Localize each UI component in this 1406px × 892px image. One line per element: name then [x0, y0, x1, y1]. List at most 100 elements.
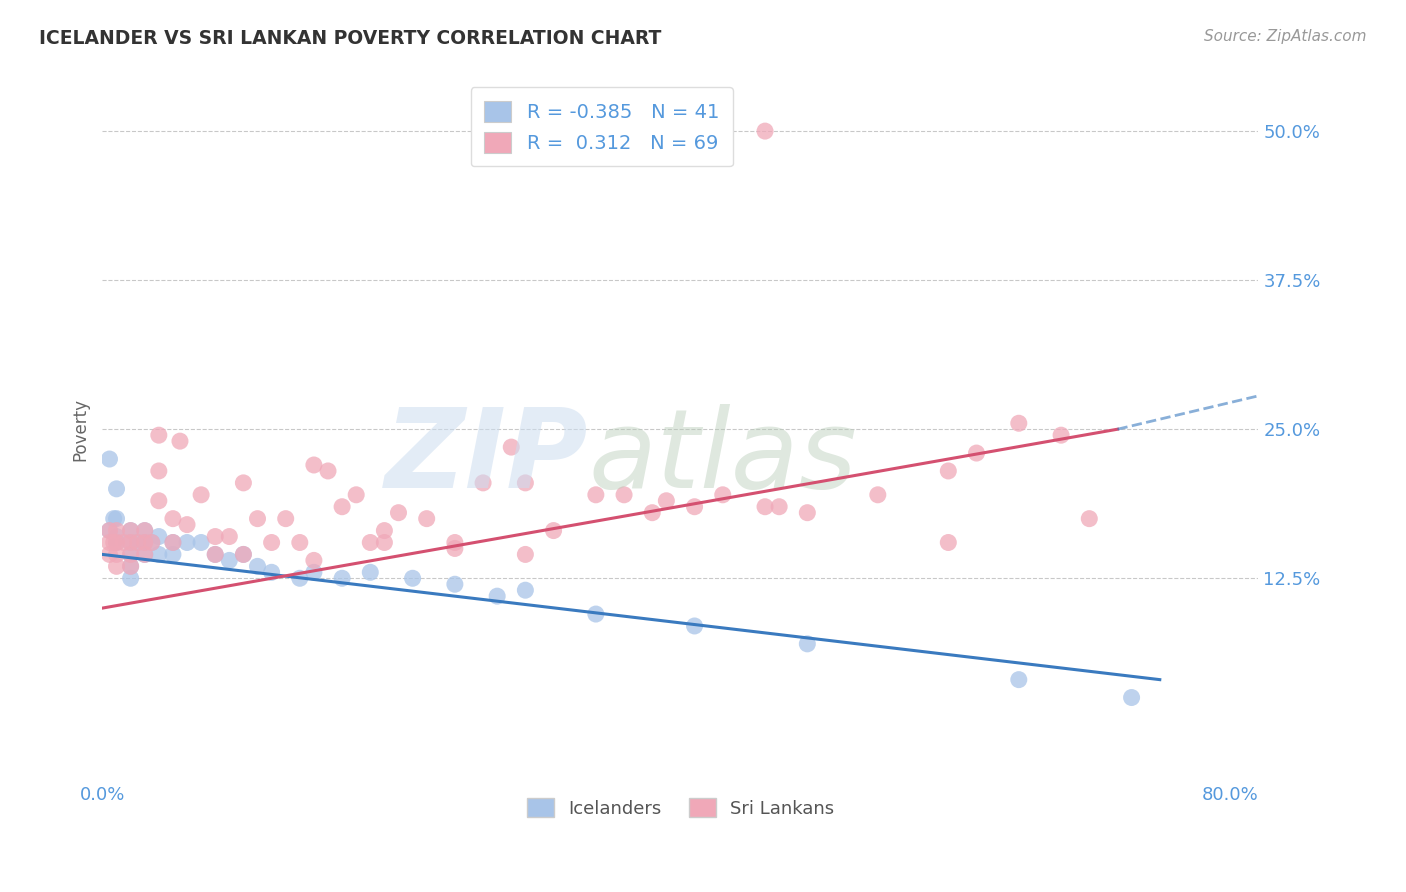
Point	[373, 524, 395, 538]
Point	[768, 500, 790, 514]
Point	[98, 535, 121, 549]
Point	[966, 446, 988, 460]
Point	[105, 530, 128, 544]
Point	[246, 511, 269, 525]
Point	[204, 548, 226, 562]
Point	[683, 619, 706, 633]
Point	[246, 559, 269, 574]
Point	[543, 524, 565, 538]
Point	[98, 548, 121, 562]
Point	[585, 607, 607, 621]
Point	[204, 530, 226, 544]
Point	[641, 506, 664, 520]
Point	[302, 566, 325, 580]
Point	[204, 548, 226, 562]
Point	[796, 637, 818, 651]
Point	[105, 559, 128, 574]
Point	[866, 488, 889, 502]
Point	[1121, 690, 1143, 705]
Point	[754, 500, 776, 514]
Point	[359, 566, 381, 580]
Text: atlas: atlas	[588, 404, 856, 511]
Point	[162, 511, 184, 525]
Point	[486, 589, 509, 603]
Point	[515, 475, 537, 490]
Point	[302, 553, 325, 567]
Legend: Icelanders, Sri Lankans: Icelanders, Sri Lankans	[519, 790, 841, 825]
Point	[105, 535, 128, 549]
Point	[134, 548, 156, 562]
Point	[1050, 428, 1073, 442]
Point	[120, 535, 142, 549]
Text: ZIP: ZIP	[384, 404, 588, 511]
Point	[134, 548, 156, 562]
Point	[260, 566, 283, 580]
Point	[105, 524, 128, 538]
Point	[330, 571, 353, 585]
Point	[316, 464, 339, 478]
Point	[105, 535, 128, 549]
Point	[288, 571, 311, 585]
Point	[754, 124, 776, 138]
Point	[103, 511, 125, 525]
Point	[127, 535, 149, 549]
Point	[148, 464, 170, 478]
Point	[936, 464, 959, 478]
Point	[103, 535, 125, 549]
Point	[134, 535, 156, 549]
Point	[218, 553, 240, 567]
Point	[274, 511, 297, 525]
Point	[218, 530, 240, 544]
Point	[134, 535, 156, 549]
Point	[190, 535, 212, 549]
Text: Source: ZipAtlas.com: Source: ZipAtlas.com	[1204, 29, 1367, 44]
Point	[1008, 673, 1031, 687]
Point	[515, 548, 537, 562]
Point	[387, 506, 409, 520]
Point	[148, 530, 170, 544]
Point	[232, 548, 254, 562]
Point	[127, 535, 149, 549]
Point	[98, 452, 121, 467]
Point	[148, 548, 170, 562]
Point	[120, 524, 142, 538]
Point	[120, 524, 142, 538]
Point	[112, 535, 135, 549]
Point	[134, 524, 156, 538]
Point	[98, 524, 121, 538]
Point	[711, 488, 734, 502]
Point	[444, 577, 467, 591]
Point	[120, 559, 142, 574]
Point	[302, 458, 325, 472]
Point	[444, 541, 467, 556]
Point	[330, 500, 353, 514]
Point	[232, 548, 254, 562]
Point	[190, 488, 212, 502]
Point	[148, 493, 170, 508]
Point	[105, 511, 128, 525]
Point	[1078, 511, 1101, 525]
Point	[683, 500, 706, 514]
Point	[515, 583, 537, 598]
Point	[401, 571, 423, 585]
Point	[141, 535, 163, 549]
Point	[176, 517, 198, 532]
Point	[176, 535, 198, 549]
Point	[98, 524, 121, 538]
Point	[162, 548, 184, 562]
Point	[120, 548, 142, 562]
Point	[120, 571, 142, 585]
Point	[444, 535, 467, 549]
Point	[655, 493, 678, 508]
Point	[359, 535, 381, 549]
Text: ICELANDER VS SRI LANKAN POVERTY CORRELATION CHART: ICELANDER VS SRI LANKAN POVERTY CORRELAT…	[39, 29, 662, 47]
Point	[169, 434, 191, 449]
Point	[120, 548, 142, 562]
Point	[796, 506, 818, 520]
Point	[105, 482, 128, 496]
Point	[613, 488, 636, 502]
Point	[105, 548, 128, 562]
Point	[141, 535, 163, 549]
Point	[148, 428, 170, 442]
Point	[232, 475, 254, 490]
